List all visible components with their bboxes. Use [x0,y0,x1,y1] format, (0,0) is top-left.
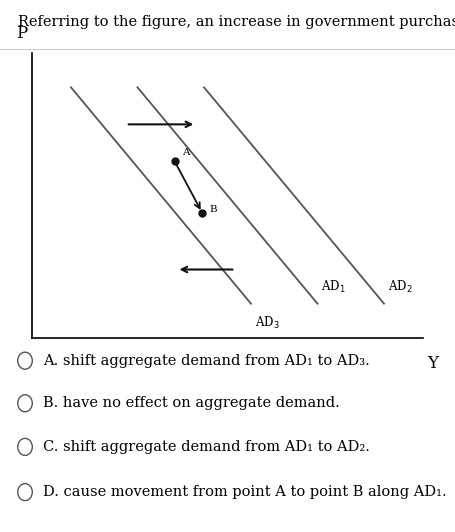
Text: AD$_1$: AD$_1$ [321,279,346,295]
Text: B: B [210,205,217,214]
Text: D. cause movement from point A to point B along AD₁.: D. cause movement from point A to point … [43,485,447,499]
Text: A. shift aggregate demand from AD₁ to AD₃.: A. shift aggregate demand from AD₁ to AD… [43,354,370,368]
Text: P: P [16,25,28,42]
Text: Y: Y [427,355,438,372]
Text: A: A [182,148,190,157]
Text: C. shift aggregate demand from AD₁ to AD₂.: C. shift aggregate demand from AD₁ to AD… [43,440,370,454]
Text: B. have no effect on aggregate demand.: B. have no effect on aggregate demand. [43,396,340,410]
Text: AD$_2$: AD$_2$ [388,279,413,295]
Text: AD$_3$: AD$_3$ [255,315,279,331]
Text: Referring to the figure, an increase in government purchases will: Referring to the figure, an increase in … [18,15,455,29]
